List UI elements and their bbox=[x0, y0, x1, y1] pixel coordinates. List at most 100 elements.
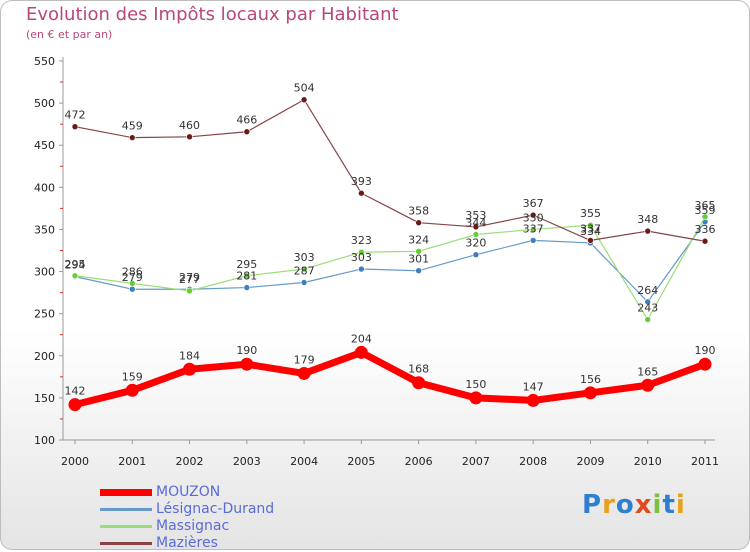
x-tick-label: 2007 bbox=[462, 455, 490, 468]
data-point-mazieres bbox=[186, 133, 193, 141]
data-label-mazieres: 460 bbox=[179, 119, 200, 132]
data-label-mouzon: 142 bbox=[65, 385, 86, 398]
data-label-massignac: 286 bbox=[122, 265, 143, 278]
x-tick-label: 2005 bbox=[347, 455, 375, 468]
x-tick-label: 2010 bbox=[634, 455, 662, 468]
data-label-mazieres: 336 bbox=[695, 223, 716, 236]
data-point-mazieres bbox=[644, 227, 652, 235]
data-point-massignac bbox=[243, 272, 251, 280]
legend-swatch bbox=[100, 542, 152, 545]
data-point-massignac bbox=[701, 213, 709, 221]
logo-letter: i bbox=[675, 490, 686, 520]
legend-label: Mazières bbox=[156, 535, 218, 551]
data-label-mazieres: 393 bbox=[351, 175, 372, 188]
data-point-massignac bbox=[472, 231, 480, 238]
data-label-mouzon: 150 bbox=[465, 378, 486, 391]
legend-swatch bbox=[100, 508, 152, 511]
data-label-mazieres: 337 bbox=[580, 222, 601, 235]
data-point-mazieres bbox=[300, 96, 308, 104]
data-point-mouzon bbox=[583, 386, 597, 400]
data-label-mazieres: 353 bbox=[465, 209, 486, 222]
legend-swatch bbox=[100, 489, 152, 496]
data-point-mouzon bbox=[297, 366, 311, 380]
y-tick-label: 100 bbox=[34, 434, 55, 447]
data-label-mazieres: 504 bbox=[294, 82, 315, 95]
data-label-lesignac-durand: 337 bbox=[523, 222, 544, 235]
x-tick-label: 2000 bbox=[61, 455, 89, 468]
data-point-massignac bbox=[358, 248, 365, 256]
data-label-massignac: 323 bbox=[351, 234, 372, 247]
data-label-mouzon: 190 bbox=[236, 344, 257, 357]
data-label-lesignac-durand: 334 bbox=[580, 225, 601, 238]
data-label-lesignac-durand: 279 bbox=[122, 271, 143, 284]
axes: 100 150 200 250 300 350 400 450 500 550 2000 2001 20… bbox=[34, 55, 719, 468]
series-mazieres bbox=[71, 96, 709, 245]
data-label-lesignac-durand: 279 bbox=[179, 271, 200, 284]
y-tick-label: 200 bbox=[34, 350, 55, 363]
legend-label: Massignac bbox=[156, 518, 230, 534]
data-label-massignac: 324 bbox=[408, 233, 429, 246]
legend-label: Lésignac-Durand bbox=[156, 501, 275, 517]
y-tick-label: 400 bbox=[34, 181, 55, 194]
y-tick-label: 300 bbox=[34, 266, 55, 279]
chart-title: Evolution des Impôts locaux par Habitant bbox=[26, 4, 399, 25]
data-point-massignac bbox=[71, 272, 79, 280]
data-point-lesignac-durand bbox=[128, 285, 136, 293]
data-label-mazieres: 367 bbox=[523, 197, 544, 210]
data-label-massignac: 365 bbox=[695, 199, 716, 212]
logo-letter: o bbox=[615, 490, 635, 520]
x-tick-label: 2003 bbox=[233, 455, 261, 468]
y-tick-label: 550 bbox=[34, 55, 55, 68]
data-point-massignac bbox=[529, 226, 537, 233]
data-label-lesignac-durand: 303 bbox=[351, 251, 372, 264]
y-tick-label: 150 bbox=[34, 392, 55, 405]
x-tick-label: 2004 bbox=[290, 455, 318, 468]
brand-text: Proxiti bbox=[582, 490, 686, 520]
data-label-mouzon: 156 bbox=[580, 373, 601, 386]
data-point-mazieres bbox=[701, 237, 709, 245]
data-label-lesignac-durand: 359 bbox=[695, 204, 716, 217]
data-point-mazieres bbox=[71, 123, 79, 130]
y-tick-label: 500 bbox=[34, 97, 55, 110]
series-line-mazieres bbox=[74, 99, 706, 242]
data-label-mazieres: 466 bbox=[236, 114, 257, 127]
logo-letter: t bbox=[662, 490, 676, 520]
data-label-lesignac-durand: 294 bbox=[65, 259, 86, 272]
data-point-massignac bbox=[300, 265, 308, 273]
x-tick-label: 2001 bbox=[118, 455, 146, 468]
data-point-mouzon bbox=[354, 345, 368, 359]
logo-letter: P bbox=[582, 490, 603, 520]
data-point-lesignac-durand bbox=[529, 237, 537, 244]
data-label-massignac: 277 bbox=[179, 273, 200, 286]
data-point-mouzon bbox=[240, 357, 254, 371]
data-point-lesignac-durand bbox=[644, 298, 652, 306]
y-tick-label: 350 bbox=[34, 223, 55, 236]
data-label-massignac: 295 bbox=[236, 258, 257, 271]
data-label-mouzon: 204 bbox=[351, 332, 372, 345]
data-label-mazieres: 472 bbox=[65, 109, 86, 122]
data-label-mouzon: 168 bbox=[408, 363, 429, 376]
series-line-mouzon bbox=[71, 348, 709, 409]
data-point-massignac bbox=[186, 287, 193, 295]
legend-swatch bbox=[100, 525, 152, 528]
data-point-lesignac-durand bbox=[300, 279, 308, 286]
series-massignac bbox=[71, 213, 709, 323]
data-label-lesignac-durand: 264 bbox=[637, 284, 658, 297]
data-label-massignac: 355 bbox=[580, 207, 601, 220]
data-point-mazieres bbox=[243, 128, 251, 136]
proxiti-logo: Proxiti bbox=[582, 490, 686, 520]
y-tick-label: 450 bbox=[34, 139, 55, 152]
data-label-massignac: 350 bbox=[523, 211, 544, 224]
legend-label: MOUZON bbox=[156, 484, 221, 500]
x-tick-label: 2008 bbox=[519, 455, 547, 468]
chart-subtitle: (en € et par an) bbox=[26, 28, 113, 41]
data-point-mouzon bbox=[469, 391, 483, 405]
data-label-massignac: 243 bbox=[637, 302, 658, 315]
data-label-lesignac-durand: 320 bbox=[465, 237, 486, 250]
data-point-mazieres bbox=[128, 134, 136, 141]
data-label-lesignac-durand: 287 bbox=[294, 265, 315, 278]
data-point-massignac bbox=[128, 280, 136, 287]
data-label-mouzon: 184 bbox=[179, 349, 200, 362]
